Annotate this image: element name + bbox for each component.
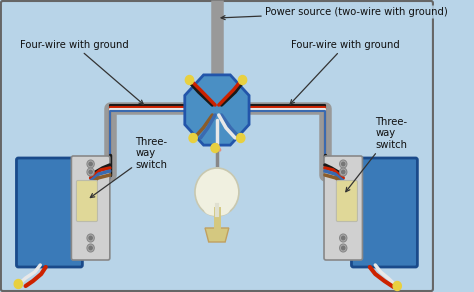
Circle shape [189, 133, 197, 142]
FancyBboxPatch shape [352, 158, 418, 267]
Circle shape [87, 160, 94, 168]
Polygon shape [205, 228, 229, 242]
FancyBboxPatch shape [72, 156, 110, 260]
Circle shape [238, 76, 246, 84]
Circle shape [339, 168, 347, 176]
Circle shape [89, 170, 92, 174]
Polygon shape [185, 75, 249, 145]
FancyBboxPatch shape [324, 156, 363, 260]
Text: Three-
way
switch: Three- way switch [346, 117, 407, 192]
Circle shape [89, 236, 92, 240]
Circle shape [342, 246, 345, 250]
Circle shape [14, 279, 22, 288]
Circle shape [342, 162, 345, 166]
Circle shape [89, 162, 92, 166]
FancyBboxPatch shape [76, 180, 98, 222]
Circle shape [339, 160, 347, 168]
FancyBboxPatch shape [1, 1, 433, 291]
Circle shape [237, 133, 245, 142]
Circle shape [185, 76, 193, 84]
Text: Four-wire with ground: Four-wire with ground [20, 40, 143, 104]
Circle shape [339, 244, 347, 252]
Circle shape [87, 244, 94, 252]
Ellipse shape [204, 204, 230, 216]
Circle shape [393, 281, 401, 291]
Circle shape [87, 168, 94, 176]
Circle shape [342, 170, 345, 174]
FancyBboxPatch shape [337, 180, 357, 222]
Circle shape [195, 168, 239, 216]
FancyBboxPatch shape [17, 158, 82, 267]
Circle shape [211, 143, 219, 152]
Text: Power source (two-wire with ground): Power source (two-wire with ground) [221, 7, 448, 20]
Text: Three-
way
switch: Three- way switch [91, 137, 168, 198]
Circle shape [87, 234, 94, 242]
Circle shape [342, 236, 345, 240]
Circle shape [89, 246, 92, 250]
Circle shape [339, 234, 347, 242]
Text: Four-wire with ground: Four-wire with ground [290, 40, 400, 104]
